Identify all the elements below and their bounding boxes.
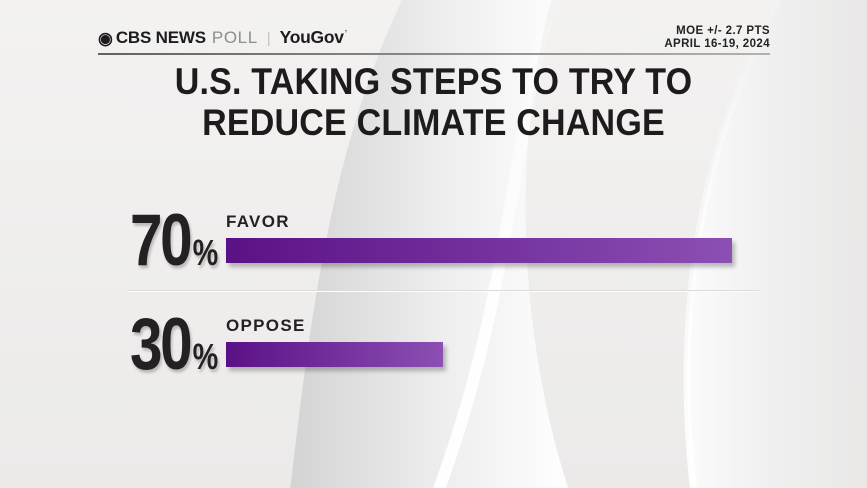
row-divider bbox=[128, 290, 759, 292]
yougov-trademark: ʼ bbox=[344, 28, 348, 38]
favor-value: 70% bbox=[130, 204, 219, 289]
oppose-bar bbox=[226, 342, 443, 367]
poll-dates: APRIL 16-19, 2024 bbox=[664, 38, 770, 50]
poll-wordmark: POLL bbox=[211, 28, 258, 47]
oppose-percent-sign: % bbox=[192, 336, 219, 377]
yougov-wordmark: YouGov bbox=[279, 27, 344, 47]
header-rule bbox=[98, 53, 770, 55]
chart-title: U.S. TAKING STEPS TO TRY TO REDUCE CLIMA… bbox=[35, 61, 833, 143]
cbs-news-wordmark: CBS NEWS bbox=[115, 28, 206, 47]
cbs-eye-icon: ◉ bbox=[98, 29, 113, 48]
favor-value-number: 70 bbox=[130, 200, 193, 281]
title-line-2: REDUCE CLIMATE CHANGE bbox=[202, 102, 665, 143]
favor-label: FAVOR bbox=[226, 212, 290, 231]
header-brand: ◉ CBS NEWS POLL | YouGov ʼ bbox=[98, 27, 347, 48]
brand-separator: | bbox=[266, 30, 271, 47]
oppose-value: 30% bbox=[130, 308, 219, 393]
margin-of-error: MOE +/- 2.7 PTS bbox=[676, 25, 770, 37]
favor-percent-sign: % bbox=[192, 232, 219, 273]
favor-bar bbox=[226, 238, 732, 263]
oppose-label: OPPOSE bbox=[226, 316, 306, 335]
oppose-value-number: 30 bbox=[130, 304, 193, 385]
poll-meta: MOE +/- 2.7 PTS APRIL 16-19, 2024 bbox=[664, 25, 770, 51]
title-line-1: U.S. TAKING STEPS TO TRY TO bbox=[174, 61, 693, 102]
